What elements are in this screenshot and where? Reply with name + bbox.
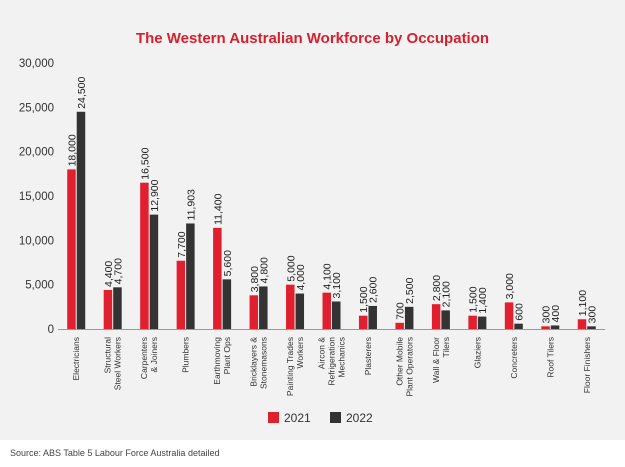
legend-swatch-2022 xyxy=(330,412,341,423)
x-tick-label: Electricians xyxy=(71,337,81,380)
data-label: 16,500 xyxy=(139,147,151,179)
bar-2021 xyxy=(431,304,441,329)
x-tick-label: Earthmoving xyxy=(212,337,222,385)
x-tick-label: Other Mobile xyxy=(394,337,404,386)
bar-2022 xyxy=(295,293,305,329)
bar-2022 xyxy=(76,111,86,330)
data-label: 5,600 xyxy=(222,250,234,276)
bar-2021 xyxy=(504,302,514,329)
legend-label: 2022 xyxy=(346,411,373,425)
data-label: 18,000 xyxy=(66,134,78,166)
x-tick-label: Plasterers xyxy=(363,337,373,375)
bar-2022 xyxy=(477,316,487,329)
x-tick-label: Refrigeration xyxy=(327,337,337,386)
bar-2021 xyxy=(176,260,186,329)
data-label: 4,700 xyxy=(112,258,124,284)
bar-2021 xyxy=(103,289,113,329)
data-label: 4,800 xyxy=(258,257,270,283)
bar-2021 xyxy=(286,284,295,329)
x-tick-label: Steel Workers xyxy=(113,337,123,390)
bar-2022 xyxy=(368,305,377,329)
x-tick-label: Bricklayers & xyxy=(249,337,259,387)
chart-panel: The Western Australian Workforce by Occu… xyxy=(0,0,625,440)
data-label: 1,100 xyxy=(577,290,589,316)
y-tick-label: 30,000 xyxy=(19,58,54,70)
bar-2021 xyxy=(140,182,149,329)
data-label: 4,100 xyxy=(322,263,334,289)
data-label: 600 xyxy=(514,303,526,321)
y-tick-label: 5,000 xyxy=(25,280,54,292)
bar-2022 xyxy=(441,310,450,329)
data-label: 2,100 xyxy=(441,281,453,307)
data-label: 4,400 xyxy=(103,261,115,287)
data-label: 300 xyxy=(587,306,599,324)
data-label: 2,800 xyxy=(431,275,443,301)
legend-label: 2021 xyxy=(284,411,311,425)
data-label: 1,400 xyxy=(477,287,489,313)
bar-chart: 0 5,000 10,000 15,000 20,000 25,000 30,000 18,0… xyxy=(19,58,605,425)
x-tick-label: Aircon & xyxy=(317,337,327,369)
data-label: 1,500 xyxy=(358,286,370,312)
data-label: 4,000 xyxy=(295,264,307,290)
bar-2022 xyxy=(186,223,195,329)
y-tick-label: 25,000 xyxy=(19,102,54,114)
bar-2021 xyxy=(468,315,477,329)
bar-2021 xyxy=(67,169,76,329)
x-tick-label: Mechanics xyxy=(337,337,347,378)
bar-2021 xyxy=(322,292,331,329)
data-label: 11,903 xyxy=(185,189,197,220)
data-label: 1,500 xyxy=(468,286,480,312)
bar-2021 xyxy=(249,295,259,329)
x-tick-label: Roof Tilers xyxy=(545,337,555,378)
x-tick-label: Plant Ops xyxy=(222,337,232,374)
x-tick-label: Plumbers xyxy=(181,337,191,373)
bar-2022 xyxy=(259,286,268,329)
data-label: 3,100 xyxy=(331,272,343,298)
x-tick-label: & Joiners xyxy=(149,337,159,372)
x-tick-label: Tilers xyxy=(441,337,451,357)
x-tick-label: Workers xyxy=(295,337,305,369)
source-note: Source: ABS Table 5 Labour Force Austral… xyxy=(10,448,220,458)
bar-2022 xyxy=(514,323,523,329)
bar-2021 xyxy=(541,326,550,329)
bar-2022 xyxy=(404,306,414,329)
data-label: 700 xyxy=(395,302,407,320)
bar-2022 xyxy=(550,325,560,329)
x-tick-label: Wall & Floor xyxy=(431,337,441,383)
data-label: 3,800 xyxy=(249,266,261,292)
data-label: 24,500 xyxy=(76,76,88,108)
bar-2022 xyxy=(222,279,232,329)
x-tick-label: Concreters xyxy=(509,337,519,379)
data-label: 7,700 xyxy=(176,231,188,257)
data-label: 2,500 xyxy=(404,277,416,303)
y-tick-label: 0 xyxy=(48,324,54,336)
x-tick-label: Plant Operators xyxy=(404,337,414,397)
data-label: 300 xyxy=(541,306,553,324)
bar-2021 xyxy=(577,319,587,329)
data-label: 5,000 xyxy=(285,255,297,281)
bar-2022 xyxy=(149,214,159,329)
bar-2022 xyxy=(113,287,122,329)
legend-swatch-2021 xyxy=(268,412,279,423)
data-label: 2,600 xyxy=(368,277,380,303)
x-tick-label: Carpenters xyxy=(139,337,149,379)
x-tick-label: Stonemasons xyxy=(259,337,269,389)
y-tick-label: 15,000 xyxy=(19,191,54,203)
data-label: 11,400 xyxy=(212,193,224,224)
x-tick-label: Structural xyxy=(103,337,113,373)
bar-2021 xyxy=(213,227,222,329)
x-tick-label: Painting Trades xyxy=(285,337,295,396)
x-tick-label: Floor Finishers xyxy=(582,337,592,393)
bar-2022 xyxy=(332,301,341,329)
y-tick-label: 10,000 xyxy=(19,235,54,247)
data-label: 12,900 xyxy=(149,179,161,211)
x-tick-label: Glaziers xyxy=(472,337,482,368)
data-label: 400 xyxy=(550,305,562,323)
bar-2022 xyxy=(587,326,596,329)
y-tick-label: 20,000 xyxy=(19,147,54,159)
chart-title: The Western Australian Workforce by Occu… xyxy=(135,30,490,47)
data-label: 3,000 xyxy=(504,273,516,299)
bar-2021 xyxy=(358,315,368,329)
bar-2021 xyxy=(395,322,404,329)
